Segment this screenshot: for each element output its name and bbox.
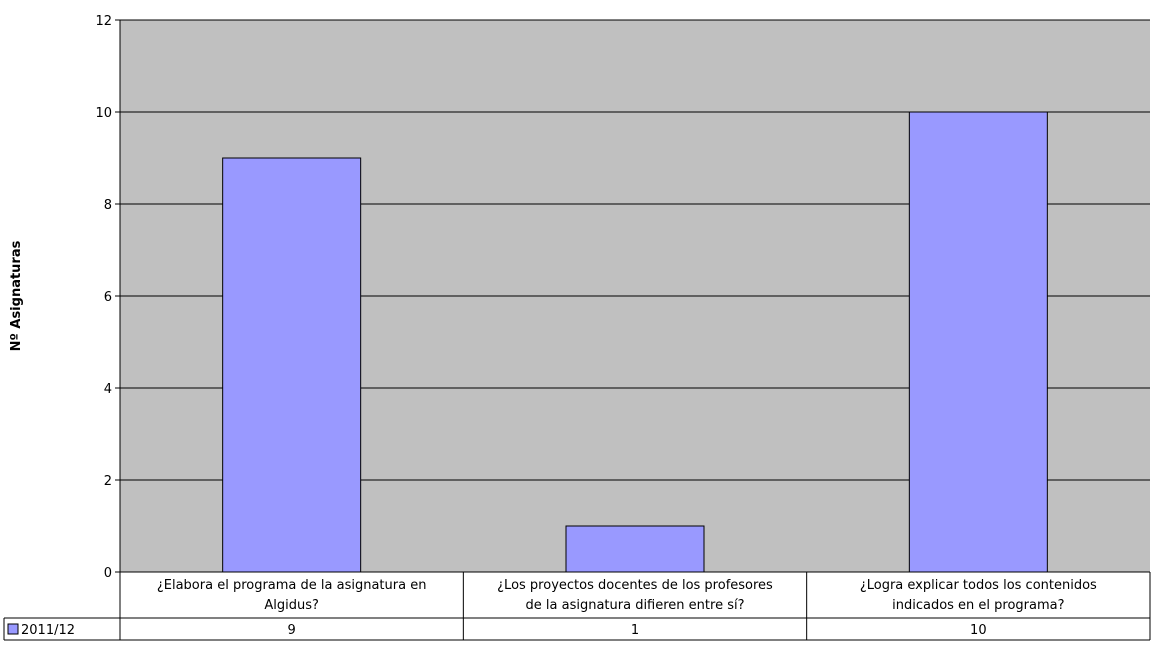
bar xyxy=(222,157,362,573)
category-label: indicados en el programa? xyxy=(892,598,1064,613)
y-tick-label: 10 xyxy=(95,106,112,121)
y-tick-label: 12 xyxy=(95,14,112,29)
category-label: ¿Logra explicar todos los contenidos xyxy=(860,578,1097,593)
y-tick-label: 4 xyxy=(104,382,112,397)
category-label: ¿Los proyectos docentes de los profesore… xyxy=(497,578,773,593)
y-axis-label: Nº Asignaturas xyxy=(9,240,24,351)
y-tick-label: 8 xyxy=(104,198,112,213)
data-table-value: 1 xyxy=(631,623,639,638)
category-label: ¿Elabora el programa de la asignatura en xyxy=(157,578,427,593)
category-label: de la asignatura difieren entre sí? xyxy=(526,598,745,613)
data-table-value: 10 xyxy=(970,623,987,638)
y-tick-label: 2 xyxy=(104,474,112,489)
legend-label: 2011/12 xyxy=(21,623,75,638)
legend-swatch xyxy=(7,623,19,635)
y-tick-label: 6 xyxy=(104,290,112,305)
data-table-value: 9 xyxy=(288,623,296,638)
bar xyxy=(565,525,705,573)
y-tick-label: 0 xyxy=(104,566,112,581)
bar xyxy=(908,111,1048,573)
category-label: Algidus? xyxy=(264,598,319,613)
